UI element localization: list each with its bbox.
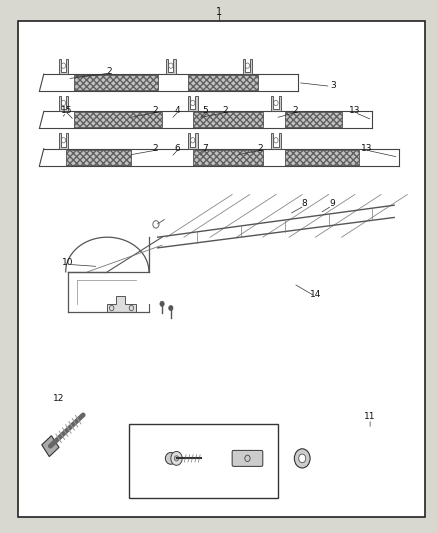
Circle shape (171, 451, 182, 465)
Polygon shape (39, 74, 298, 91)
Bar (285, 150, 359, 165)
Text: 2: 2 (293, 106, 298, 115)
Text: 4: 4 (175, 106, 180, 115)
Polygon shape (166, 59, 176, 74)
Text: 14: 14 (310, 290, 321, 298)
Text: 2: 2 (107, 67, 112, 76)
Text: 7: 7 (202, 144, 208, 152)
Circle shape (299, 454, 306, 463)
Circle shape (160, 301, 164, 306)
Text: 15: 15 (61, 106, 72, 115)
Bar (193, 150, 263, 165)
Text: 2: 2 (258, 144, 263, 152)
Text: 13: 13 (349, 106, 360, 115)
Circle shape (169, 305, 173, 311)
Polygon shape (59, 96, 68, 111)
Text: 8: 8 (301, 199, 307, 208)
Circle shape (294, 449, 310, 468)
Ellipse shape (166, 453, 176, 464)
Polygon shape (59, 133, 68, 149)
Polygon shape (243, 59, 252, 74)
Bar (66, 150, 131, 165)
Text: 1: 1 (216, 7, 222, 17)
Text: 10: 10 (62, 258, 74, 266)
Text: 6: 6 (174, 144, 180, 152)
Bar (74, 112, 162, 127)
Polygon shape (271, 96, 281, 111)
Polygon shape (39, 149, 399, 166)
Polygon shape (188, 96, 198, 111)
Text: 13: 13 (361, 144, 373, 152)
Polygon shape (39, 111, 372, 128)
Polygon shape (107, 296, 136, 312)
Polygon shape (188, 133, 198, 149)
Circle shape (174, 456, 179, 461)
Bar (74, 75, 158, 90)
Text: 5: 5 (202, 106, 208, 115)
FancyBboxPatch shape (232, 450, 263, 466)
Text: 2: 2 (153, 106, 158, 115)
Bar (42, 435, 59, 457)
Bar (188, 75, 258, 90)
Bar (129, 424, 278, 498)
Text: 12: 12 (53, 394, 65, 403)
Bar (285, 112, 342, 127)
Bar (193, 112, 263, 127)
Polygon shape (59, 59, 68, 74)
Text: 11: 11 (364, 413, 376, 421)
Text: 3: 3 (331, 81, 336, 90)
Text: 2: 2 (153, 144, 158, 152)
Text: 9: 9 (329, 199, 335, 208)
Text: 2: 2 (223, 106, 228, 115)
Polygon shape (271, 133, 281, 149)
